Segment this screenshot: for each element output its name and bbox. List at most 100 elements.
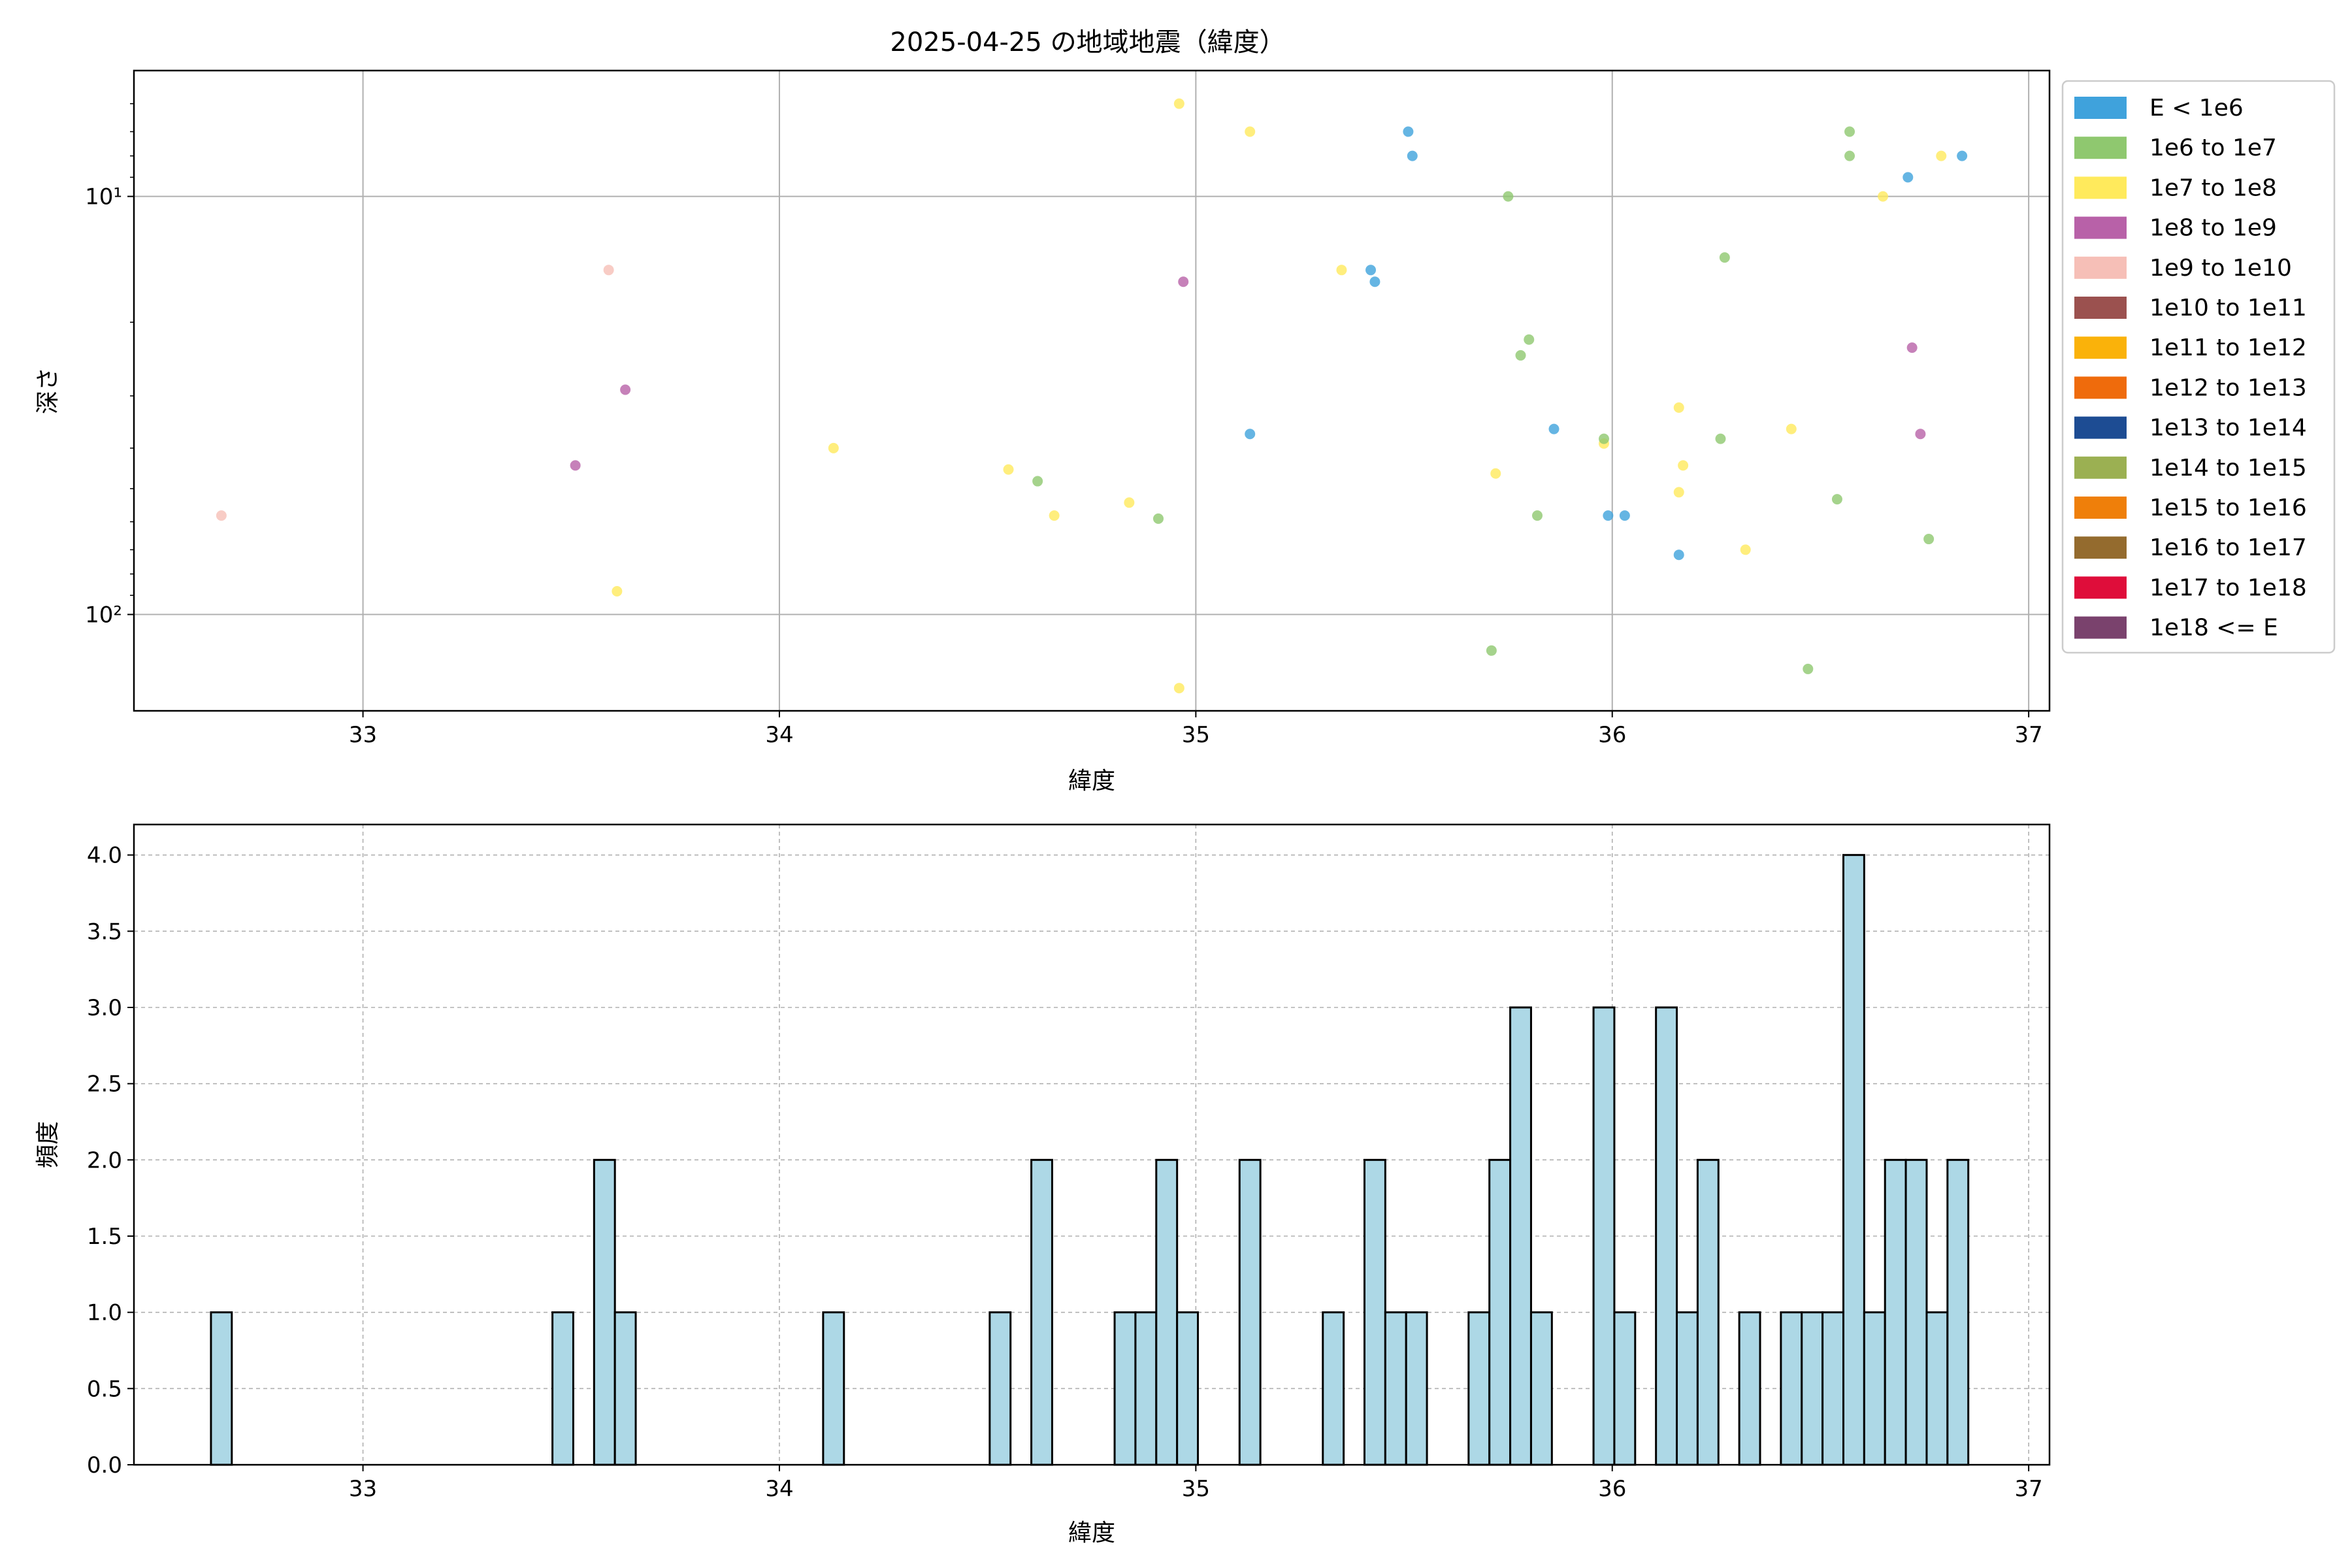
scatter-point	[1032, 476, 1043, 487]
scatter-point	[1403, 126, 1414, 137]
scatter-point	[1915, 429, 1926, 440]
scatter-point	[216, 510, 227, 521]
histogram-bar	[210, 1311, 233, 1466]
histogram-bar	[1176, 1311, 1200, 1466]
histogram-bar	[551, 1311, 574, 1466]
histogram-ytick-label: 2.0	[87, 1147, 122, 1173]
legend-swatch	[2074, 97, 2127, 119]
legend-swatch	[2074, 536, 2127, 559]
scatter-point	[1173, 98, 1184, 109]
legend-swatch	[2074, 216, 2127, 239]
scatter-point	[1719, 252, 1730, 263]
scatter-point	[1124, 497, 1135, 508]
scatter-point	[1673, 549, 1684, 561]
scatter-ytick-label: 10²	[85, 602, 122, 629]
histogram-ytick-label: 1.5	[87, 1224, 122, 1250]
legend-label: 1e9 to 1e10	[2149, 255, 2292, 282]
legend-label: 1e7 to 1e8	[2149, 174, 2277, 201]
histogram-bar	[1405, 1311, 1428, 1466]
histogram-bar	[1655, 1006, 1678, 1466]
legend-label: E < 1e6	[2149, 95, 2244, 122]
legend-swatch	[2074, 176, 2127, 199]
scatter-xtick-label: 34	[765, 722, 793, 748]
scatter-point	[620, 384, 631, 395]
scatter-point	[1245, 429, 1256, 440]
legend-swatch	[2074, 497, 2127, 519]
histogram-axes: 33 34 35 36 37 0.0 0.5 1.0 1.5 2.0 2.5 3.0 3.5 4.0	[87, 823, 2051, 1502]
histogram-bar	[1467, 1311, 1491, 1466]
histogram-ytick-label: 4.0	[87, 843, 122, 869]
scatter-ytick-label: 10¹	[85, 184, 122, 210]
scatter-point	[828, 442, 839, 453]
histogram-bar	[1134, 1311, 1158, 1466]
scatter-ylabel: 深さ	[35, 367, 61, 414]
legend-label: 1e13 to 1e14	[2149, 415, 2307, 442]
scatter-point	[1715, 433, 1726, 444]
scatter-point	[1003, 464, 1014, 475]
scatter-point	[1548, 423, 1560, 434]
histogram-bar	[1509, 1006, 1532, 1466]
scatter-point	[1049, 510, 1060, 521]
scatter-point	[1786, 423, 1797, 434]
histogram-bar	[1030, 1158, 1053, 1466]
scatter-point	[1844, 150, 1855, 161]
histogram-bar	[1946, 1158, 1970, 1466]
histogram-bar	[1676, 1311, 1699, 1466]
scatter-point	[1678, 460, 1689, 471]
scatter-point	[570, 460, 581, 471]
histogram-bar	[822, 1311, 845, 1466]
scatter-point	[1532, 510, 1543, 521]
legend-swatch	[2074, 376, 2127, 399]
legend-label: 1e12 to 1e13	[2149, 374, 2307, 401]
scatter-frame	[133, 69, 2051, 712]
histogram-xtick-label: 35	[1182, 1476, 1210, 1502]
legend-label: 1e6 to 1e7	[2149, 135, 2277, 161]
scatter-point	[1524, 334, 1535, 345]
scatter-point	[1178, 276, 1189, 287]
histogram-bar	[1863, 1311, 1886, 1466]
scatter-point	[1336, 265, 1347, 276]
scatter-point	[1598, 433, 1609, 444]
legend-label: 1e16 to 1e17	[2149, 534, 2307, 561]
histogram-bar	[1738, 1311, 1761, 1466]
histogram-bar	[1801, 1311, 1824, 1466]
histogram-xtick-label: 33	[349, 1476, 377, 1502]
legend-label: 1e10 to 1e11	[2149, 295, 2307, 321]
scatter-point	[1173, 683, 1184, 694]
legend-swatch	[2074, 297, 2127, 319]
histogram-xlabel: 緯度	[1068, 1520, 1115, 1546]
legend-label: 1e17 to 1e18	[2149, 574, 2307, 601]
legend-label: 1e15 to 1e16	[2149, 495, 2307, 521]
scatter-xtick-label: 35	[1182, 722, 1210, 748]
scatter-point	[1603, 510, 1614, 521]
histogram-ytick-label: 0.0	[87, 1452, 122, 1478]
histogram-ytick-label: 1.0	[87, 1300, 122, 1326]
scatter-point	[1365, 265, 1377, 276]
scatter-point	[1503, 191, 1514, 202]
scatter-xlabel: 緯度	[1068, 768, 1115, 794]
legend-frame	[2061, 80, 2336, 654]
legend-swatch	[2074, 456, 2127, 479]
histogram-bar	[1384, 1311, 1407, 1466]
scatter-point	[1152, 513, 1164, 524]
scatter-point	[1803, 663, 1814, 674]
histogram-bar	[1884, 1158, 1907, 1466]
legend-label: 1e18 <= E	[2149, 615, 2278, 642]
legend-label: 1e14 to 1e15	[2149, 455, 2307, 482]
histogram-xtick-label: 37	[2014, 1476, 2042, 1502]
scatter-point	[1369, 276, 1380, 287]
legend-swatch	[2074, 336, 2127, 359]
scatter-point	[603, 265, 614, 276]
scatter-point	[1923, 534, 1935, 545]
scatter-point	[1878, 191, 1889, 202]
histogram-ylabel: 頻度	[35, 1121, 61, 1168]
scatter-xtick-label: 37	[2014, 722, 2042, 748]
scatter-point	[1936, 150, 1947, 161]
scatter-xtick-label: 36	[1598, 722, 1626, 748]
scatter-title: 2025-04-25 の地域地震（緯度）	[890, 27, 1285, 57]
scatter-xtick-label: 33	[349, 722, 377, 748]
scatter-axes: 33 34 35 36 37 10¹ 10²	[85, 69, 2051, 748]
histogram-bar	[1842, 854, 1865, 1466]
histogram-bar	[1363, 1158, 1386, 1466]
